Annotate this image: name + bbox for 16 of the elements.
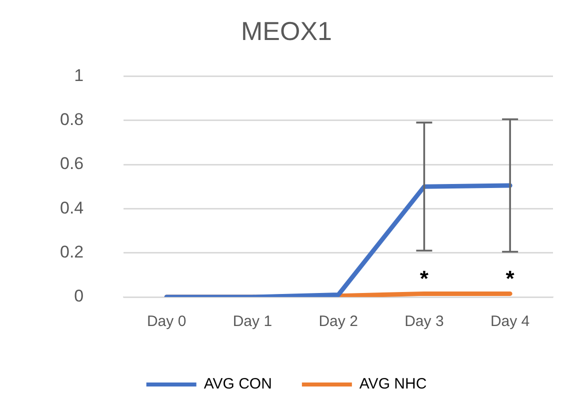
x-tick-label: Day 1 xyxy=(232,313,272,330)
annotation: * xyxy=(506,266,515,291)
y-tick-label: 1 xyxy=(74,66,84,85)
x-tick-label: Day 4 xyxy=(490,313,530,330)
x-tick-label: Day 0 xyxy=(146,313,186,330)
annotation: * xyxy=(420,266,429,291)
legend-label: AVG NHC xyxy=(359,376,427,393)
x-tick-label: Day 2 xyxy=(318,313,358,330)
x-tick-label: Day 3 xyxy=(404,313,444,330)
y-tick-label: 0.4 xyxy=(60,198,84,218)
y-tick-label: 0.2 xyxy=(60,242,84,262)
y-tick-label: 0 xyxy=(74,286,84,306)
y-tick-label: 0.6 xyxy=(60,154,84,174)
chart-title: MEOX1 xyxy=(240,16,332,46)
y-tick-label: 0.8 xyxy=(60,110,84,130)
legend-label: AVG CON xyxy=(204,376,272,393)
